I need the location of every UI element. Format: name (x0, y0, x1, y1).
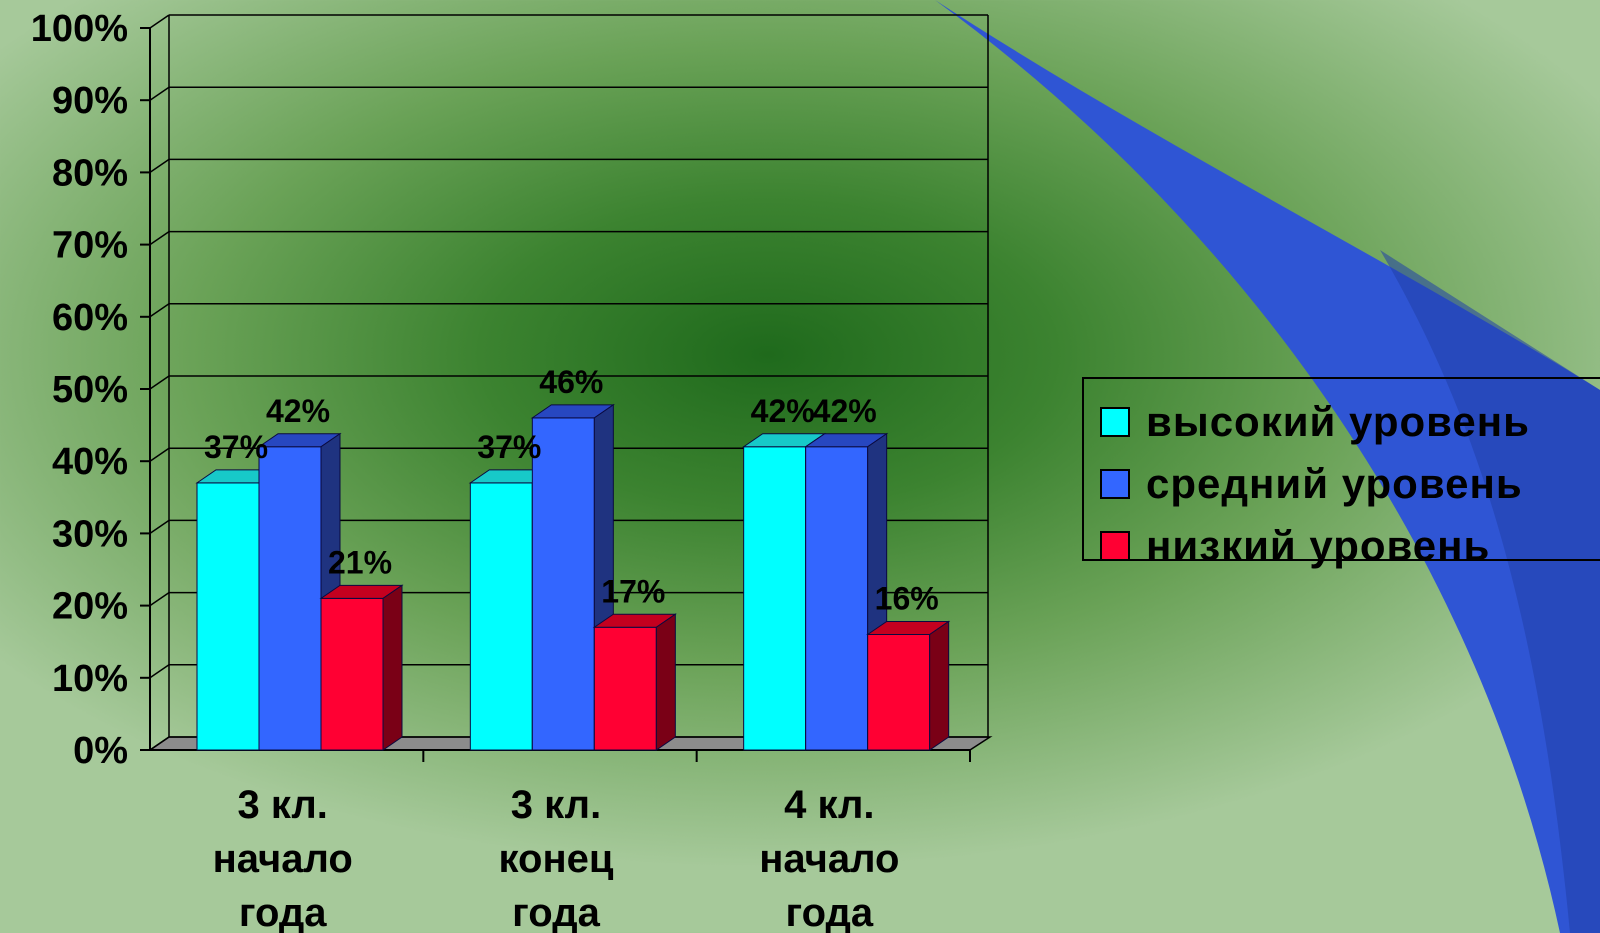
bar-front (320, 597, 384, 751)
legend-swatch-medium (1100, 469, 1130, 499)
category-label: 3 кл. (511, 783, 601, 827)
gridline-side (149, 447, 170, 462)
chart-category-labels: 3 кл. начало года 3 кл. конец года 4 кл. начало… (213, 783, 900, 933)
bar-data-label: 42% (266, 393, 330, 429)
y-tick-label: 100% (31, 8, 128, 50)
bar-data-label: 16% (875, 580, 939, 616)
gridline-side (149, 14, 170, 29)
bar-data-label: 46% (539, 364, 603, 400)
bar-side (382, 584, 403, 751)
gridline-side (149, 736, 170, 751)
category-label: 3 кл. (237, 783, 327, 827)
legend-label-low: низкий уровень (1146, 522, 1491, 569)
bar-front (593, 626, 657, 751)
bar-front (531, 417, 595, 751)
bar-data-label: 42% (813, 393, 877, 429)
bar (866, 620, 951, 751)
category-label: начало (759, 837, 899, 881)
gridline-side (149, 519, 170, 535)
bar-front (196, 482, 260, 751)
bar-data-label: 42% (751, 393, 815, 429)
legend-label-medium: средний уровень (1146, 460, 1523, 507)
category-label: конец (499, 837, 614, 881)
chart-bars (195, 403, 951, 751)
bar-data-label: 37% (477, 429, 541, 465)
category-label: года (239, 891, 327, 933)
legend-item-high: высокий уровень (1100, 391, 1600, 453)
ribbon-shape (935, 0, 1600, 933)
y-tick-label: 80% (52, 152, 128, 194)
bar (319, 584, 404, 751)
chart-y-ticks: 0% 10% 20% 30% 40% 50% 60% 70% 80% 90% 100% (31, 8, 150, 772)
bar-data-label: 37% (204, 429, 268, 465)
y-tick-label: 70% (52, 225, 128, 267)
gridline-side (149, 230, 170, 246)
bar-data-label: 21% (328, 544, 392, 580)
gridline-side (149, 158, 170, 174)
legend-swatch-low (1100, 531, 1130, 561)
legend-item-low: низкий уровень (1100, 515, 1600, 577)
chart-legend: высокий уровень средний уровень низкий у… (1082, 377, 1600, 569)
legend-label-high: высокий уровень (1146, 398, 1530, 445)
y-tick-label: 10% (52, 658, 128, 700)
gridline-side (149, 375, 170, 390)
bar-front (867, 633, 931, 751)
gridline-side (149, 86, 170, 101)
bar (592, 613, 677, 751)
y-tick-label: 60% (52, 297, 128, 339)
bar-front (805, 446, 869, 751)
chart-data-labels: 37%42%21%37%46%17%42%42%16% (204, 364, 939, 617)
category-label: 4 кл. (784, 783, 874, 827)
legend-swatch-high (1100, 407, 1130, 437)
bar-front (743, 446, 807, 751)
ribbon-shade (1380, 250, 1600, 933)
y-tick-label: 50% (52, 369, 128, 411)
y-tick-label: 40% (52, 441, 128, 483)
gridline-side (149, 303, 170, 318)
category-label: начало (213, 837, 353, 881)
y-tick-label: 90% (52, 80, 128, 122)
y-tick-label: 20% (52, 586, 128, 628)
y-tick-label: 30% (52, 513, 128, 555)
gridline-side (149, 591, 170, 607)
bar-front (258, 446, 322, 751)
y-tick-label: 0% (73, 730, 128, 772)
bar-side (655, 613, 676, 751)
category-label: года (785, 891, 873, 933)
category-label: года (512, 891, 600, 933)
bar-data-label: 17% (601, 573, 665, 609)
legend-item-medium: средний уровень (1100, 453, 1600, 515)
bar-front (469, 482, 533, 751)
gridline-side (149, 664, 170, 679)
bar-side (929, 620, 950, 751)
